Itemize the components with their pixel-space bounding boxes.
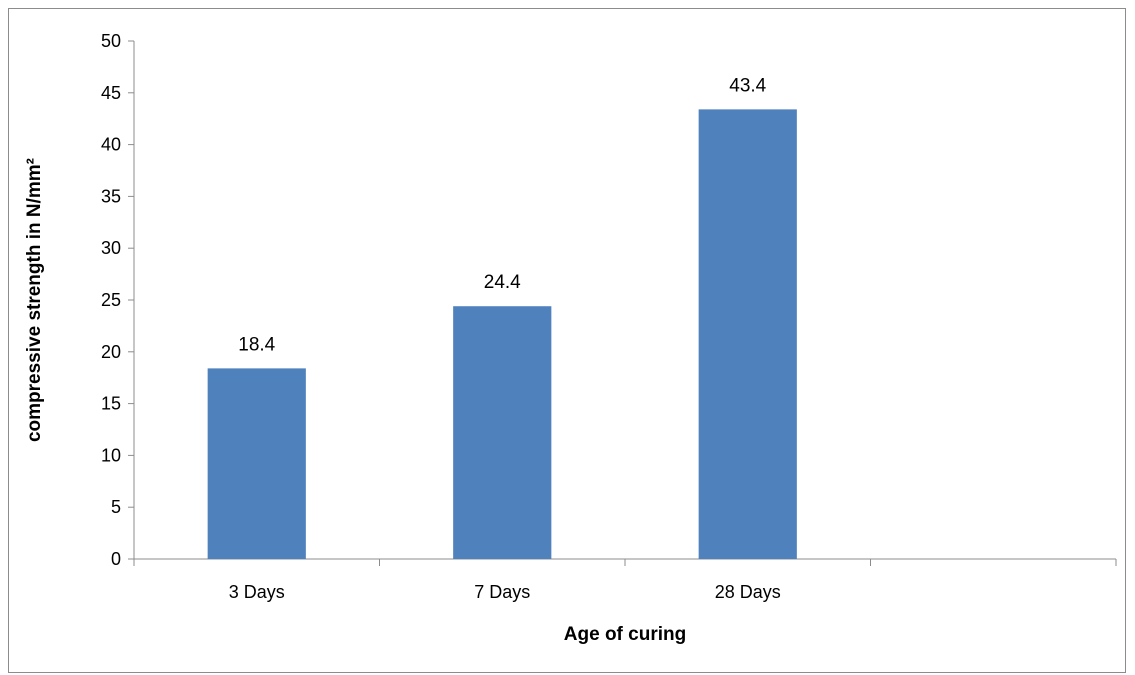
- y-tick-label: 50: [101, 31, 121, 51]
- y-tick-label: 45: [101, 83, 121, 103]
- y-tick-label: 40: [101, 135, 121, 155]
- bar: [207, 368, 306, 559]
- y-ticks: 0 5 10 15 20 25 30 35 40 45 50: [101, 31, 134, 569]
- x-ticks: 3 Days 7 Days 28 Days: [133, 559, 1117, 602]
- y-tick-label: 35: [101, 186, 121, 206]
- chart-frame: [8, 8, 1126, 673]
- y-tick-label: 15: [101, 394, 121, 414]
- y-tick-label: 0: [111, 549, 121, 569]
- data-labels: 18.4 24.4 43.4: [238, 75, 766, 355]
- y-tick-label: 20: [101, 342, 121, 362]
- x-tick-label: 3 Days: [229, 582, 285, 602]
- bar-value-label: 43.4: [729, 75, 766, 96]
- y-tick-label: 25: [101, 290, 121, 310]
- y-tick-label: 10: [101, 445, 121, 465]
- y-tick-label: 30: [101, 238, 121, 258]
- bar: [453, 306, 552, 559]
- bars: [207, 109, 797, 559]
- x-tick-label: 7 Days: [474, 582, 530, 602]
- bar: [698, 109, 797, 559]
- bar-value-label: 24.4: [484, 272, 521, 293]
- y-axis-title: compressive strength in N/mm²: [24, 158, 45, 442]
- y-tick-label: 5: [111, 497, 121, 517]
- bar-value-label: 18.4: [238, 334, 275, 355]
- x-axis-title: Age of curing: [564, 624, 686, 645]
- x-tick-label: 28 Days: [715, 582, 781, 602]
